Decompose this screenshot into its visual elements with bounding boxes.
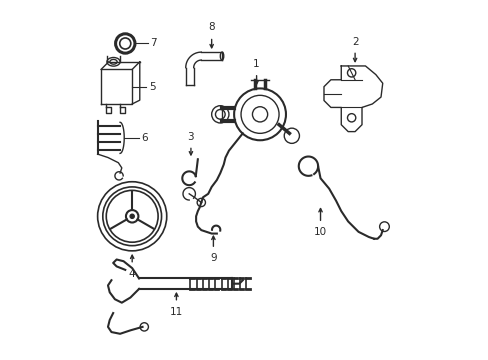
Text: 6: 6 bbox=[141, 133, 148, 143]
Circle shape bbox=[130, 214, 134, 219]
Text: 10: 10 bbox=[313, 227, 326, 237]
Text: 8: 8 bbox=[208, 22, 215, 32]
Text: 3: 3 bbox=[187, 132, 194, 142]
Text: 4: 4 bbox=[129, 269, 135, 279]
Text: 5: 5 bbox=[148, 82, 155, 92]
Text: 11: 11 bbox=[169, 307, 183, 317]
Text: 7: 7 bbox=[150, 39, 157, 49]
Text: 9: 9 bbox=[210, 253, 216, 262]
Text: 2: 2 bbox=[351, 37, 358, 47]
Text: 1: 1 bbox=[253, 59, 260, 69]
